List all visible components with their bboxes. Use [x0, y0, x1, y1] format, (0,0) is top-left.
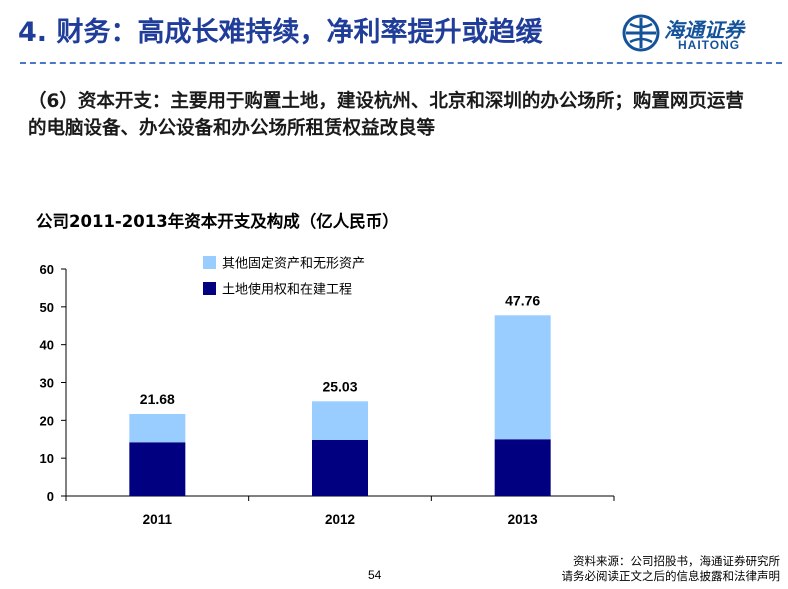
capex-description: （6）资本开支：主要用于购置土地，建设杭州、北京和深圳的办公场所；购置网页运营的…	[28, 91, 744, 139]
legend-swatch	[203, 256, 216, 269]
haitong-logo: 海通证券 HAITONG	[622, 10, 782, 56]
bar-segment	[494, 439, 551, 496]
slide-title: 4. 财务：高成长难持续，净利率提升或趋缓	[18, 17, 543, 48]
bar-segment	[312, 440, 368, 496]
bar-segment	[129, 413, 186, 443]
bar-total-label: 47.76	[505, 292, 540, 308]
y-tick-label: 20	[40, 413, 54, 428]
bar-segment	[494, 315, 551, 440]
y-tick-label: 40	[40, 338, 54, 353]
haitong-emblem-icon	[622, 14, 660, 52]
bar-segment	[129, 442, 186, 496]
bar-segment	[312, 401, 368, 441]
y-tick-label: 10	[40, 451, 54, 466]
y-tick-label: 0	[47, 489, 54, 504]
y-tick-label: 50	[40, 300, 54, 315]
bar-total-label: 21.68	[140, 391, 175, 407]
x-category-label: 2012	[325, 512, 355, 527]
header-divider	[20, 62, 782, 64]
disclaimer-line: 请务必阅读正文之后的信息披露和法律声明	[561, 569, 781, 583]
source-line: 资料来源：公司招股书，海通证券研究所	[573, 554, 780, 568]
x-category-label: 2013	[508, 512, 539, 527]
legend-label: 土地使用权和在建工程	[222, 282, 352, 298]
y-tick-label: 30	[40, 376, 54, 391]
bar-total-label: 25.03	[322, 378, 357, 394]
x-category-label: 2011	[143, 512, 173, 527]
y-tick-label: 60	[40, 262, 54, 277]
page-number: 54	[368, 568, 382, 582]
chart-title: 公司2011-2013年资本开支及构成（亿人民币）	[36, 212, 399, 231]
legend-swatch	[203, 282, 216, 295]
source-note: 资料来源：公司招股书，海通证券研究所 请务必阅读正文之后的信息披露和法律声明	[562, 554, 781, 584]
logo-chinese-text: 海通证券	[664, 18, 744, 42]
logo-english-text: HAITONG	[678, 38, 741, 52]
legend-label: 其他固定资产和无形资产	[222, 257, 365, 272]
